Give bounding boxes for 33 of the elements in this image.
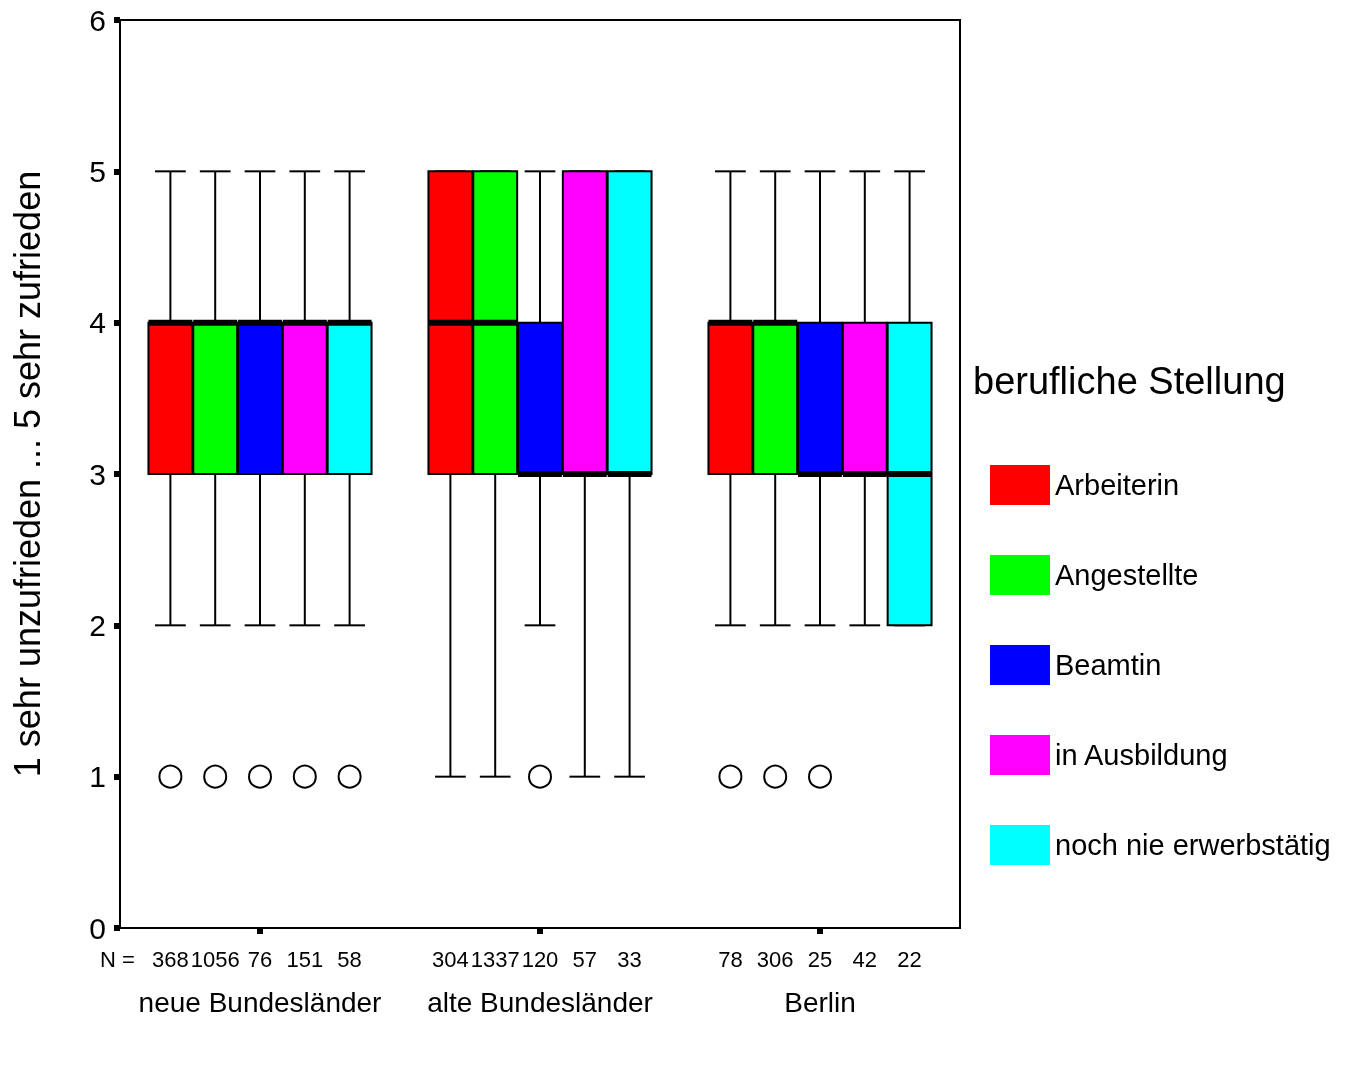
text: 25	[807, 946, 833, 972]
text: 78	[718, 946, 743, 972]
text: 304	[432, 946, 469, 972]
y-tick-label: 6	[89, 3, 106, 37]
text: 57	[572, 946, 598, 972]
x-tick-label: neue Bundesländer	[138, 986, 382, 1018]
y-tick-label: 3	[89, 457, 106, 491]
y-axis-title: 1 sehr unzufrieden ... 5 sehr zufrieden	[6, 170, 48, 778]
text: 120	[521, 946, 559, 972]
y-tick-label: 0	[89, 911, 106, 945]
text: 76	[247, 946, 273, 972]
text: 33	[617, 946, 642, 972]
y-tick-label: 4	[89, 306, 106, 340]
legend-label: noch nie erwerbstätig	[1055, 829, 1331, 861]
text: 42	[852, 946, 878, 972]
legend-label: Arbeiterin	[1055, 469, 1180, 501]
text: 151	[286, 946, 324, 972]
text: 306	[756, 946, 794, 972]
legend-label: in Ausbildung	[1055, 739, 1228, 771]
text: N =	[100, 946, 135, 972]
text: 22	[897, 946, 922, 972]
text: 58	[337, 946, 362, 972]
text: 1337	[470, 946, 520, 972]
legend-title: berufliche Stellung	[973, 360, 1286, 402]
legend-label: Angestellte	[1055, 559, 1199, 591]
text: 368	[152, 946, 189, 972]
y-tick-label: 2	[89, 608, 106, 642]
x-tick-label: alte Bundesländer	[427, 986, 653, 1018]
y-tick-label: 5	[89, 154, 106, 188]
x-tick-label: Berlin	[784, 986, 856, 1018]
text: 1056	[190, 946, 240, 972]
legend-label: Beamtin	[1055, 649, 1162, 681]
y-tick-label: 1	[89, 760, 106, 794]
